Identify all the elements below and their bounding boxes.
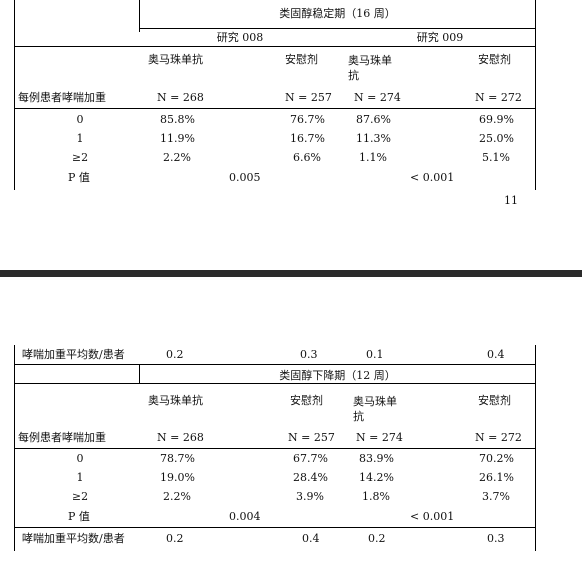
p-value-study-b: < 0.001 (410, 171, 455, 184)
top-page: 类固醇稳定期（16 周） 研究 008 研究 009 奥马珠单抗 安慰剂 奥马珠… (0, 0, 582, 270)
period-header: 类固醇下降期（12 周） (279, 369, 396, 382)
p-label: P 值 (68, 171, 90, 184)
cell: 78.7% (160, 452, 195, 465)
row-label: 1 (76, 471, 84, 484)
col-label-placebo-b: 安慰剂 (478, 394, 511, 407)
col-label-placebo-a: 安慰剂 (285, 53, 318, 66)
row-label: 1 (76, 132, 84, 145)
header-rule (139, 28, 536, 29)
mean-value: 0.3 (487, 532, 505, 545)
mean-value: 0.4 (487, 348, 505, 361)
cell: 14.2% (359, 471, 394, 484)
n-value-b1: N = 274 (356, 431, 403, 444)
cell: 87.6% (356, 113, 391, 126)
p-value-study-a: 0.005 (229, 171, 261, 184)
col-label-text: 奥马珠单 抗 (348, 54, 392, 82)
mean-value: 0.2 (166, 348, 184, 361)
n-value-b2: N = 272 (475, 91, 522, 104)
mean-value: 0.3 (300, 348, 318, 361)
n-rule (14, 108, 536, 109)
mean-rule (14, 364, 536, 365)
n-value-a2: N = 257 (285, 91, 332, 104)
row-label: 0 (76, 113, 84, 126)
cell: 83.9% (359, 452, 394, 465)
col-label-omalizumab-b: 奥马珠单 抗 (348, 53, 392, 83)
cell: 3.7% (482, 490, 510, 503)
cell: 2.2% (163, 490, 191, 503)
col-label-omalizumab-b: 奥马珠单 抗 (353, 394, 397, 424)
cell: 5.1% (482, 151, 510, 164)
col-label-omalizumab-a: 奥马珠单抗 (148, 394, 203, 407)
cell: 11.3% (356, 132, 391, 145)
mean-value: 0.1 (366, 348, 384, 361)
study-rule (14, 46, 536, 47)
cell: 85.8% (160, 113, 195, 126)
row-label: ≥2 (71, 490, 89, 503)
mean-label: 哮喘加重平均数/患者 (22, 348, 125, 361)
col-label-placebo-a: 安慰剂 (290, 394, 323, 407)
cell: 28.4% (293, 471, 328, 484)
n-value-a1: N = 268 (157, 431, 204, 444)
cell: 11.9% (160, 132, 195, 145)
cell: 25.0% (479, 132, 514, 145)
cell: 2.2% (163, 151, 191, 164)
cell: 76.7% (290, 113, 325, 126)
p-value-study-a: 0.004 (229, 510, 261, 523)
cell: 3.9% (296, 490, 324, 503)
p-value-study-b: < 0.001 (410, 510, 455, 523)
n-rule (14, 448, 536, 449)
cell: 6.6% (293, 151, 321, 164)
table-right-border (535, 0, 536, 190)
mean-label: 哮喘加重平均数/患者 (22, 532, 125, 545)
cell: 70.2% (479, 452, 514, 465)
row-header-label: 每例患者哮喘加重 (18, 91, 106, 104)
row-label: 0 (76, 452, 84, 465)
stub-column-divider (139, 0, 140, 32)
row-header-label: 每例患者哮喘加重 (18, 431, 106, 444)
row-label: ≥2 (71, 151, 89, 164)
mean-value: 0.4 (302, 532, 320, 545)
cell: 67.7% (293, 452, 328, 465)
cell: 16.7% (290, 132, 325, 145)
cell: 19.0% (160, 471, 195, 484)
p-label: P 值 (68, 510, 90, 523)
col-label-text: 奥马珠单 抗 (353, 395, 397, 423)
study-b-label: 研究 009 (416, 31, 464, 44)
cell: 1.8% (362, 490, 390, 503)
page-number: 11 (504, 194, 518, 207)
bottom-page: 哮喘加重平均数/患者 0.2 0.3 0.1 0.4 类固醇下降期（12 周） … (0, 277, 582, 568)
period-header: 类固醇稳定期（16 周） (279, 7, 396, 20)
cell: 69.9% (479, 113, 514, 126)
stub-column-divider (139, 364, 140, 383)
n-value-a2: N = 257 (288, 431, 335, 444)
header-rule (14, 383, 536, 384)
n-value-b2: N = 272 (475, 431, 522, 444)
cell: 1.1% (359, 151, 387, 164)
mean-value: 0.2 (166, 532, 184, 545)
col-label-placebo-b: 安慰剂 (478, 53, 511, 66)
col-label-omalizumab-a: 奥马珠单抗 (148, 53, 203, 66)
n-value-b1: N = 274 (354, 91, 401, 104)
study-a-label: 研究 008 (216, 31, 264, 44)
page-break-separator (0, 270, 582, 277)
table-left-border (14, 0, 15, 190)
n-value-a1: N = 268 (157, 91, 204, 104)
mean-value: 0.2 (368, 532, 386, 545)
p-rule (14, 527, 536, 528)
cell: 26.1% (479, 471, 514, 484)
